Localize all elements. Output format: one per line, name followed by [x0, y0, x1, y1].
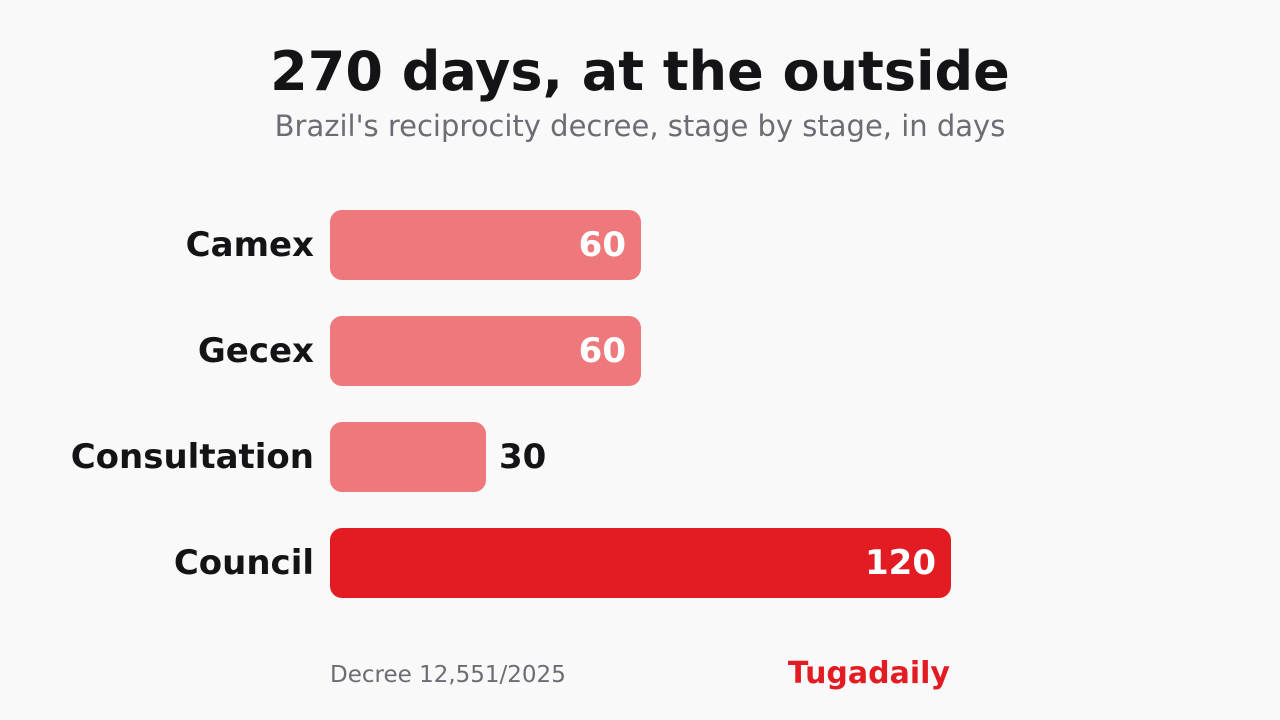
chart-subtitle: Brazil's reciprocity decree, stage by st… [274, 109, 1006, 143]
data-label: 60 [579, 331, 626, 371]
data-label: 120 [865, 543, 936, 583]
category-label: Council [174, 543, 314, 583]
bar-camex [330, 210, 641, 280]
category-label: Consultation [71, 437, 314, 477]
bar-council [330, 528, 951, 598]
source-note: Decree 12,551/2025 [330, 662, 566, 688]
brand-logo: Tugadaily [787, 656, 950, 691]
category-label: Camex [186, 225, 314, 265]
bar-consultation [330, 422, 486, 492]
bar-gecex [330, 316, 641, 386]
category-label: Gecex [198, 331, 314, 371]
chart-title: 270 days, at the outside [270, 40, 1010, 103]
data-label: 30 [499, 437, 546, 477]
data-label: 60 [579, 225, 626, 265]
